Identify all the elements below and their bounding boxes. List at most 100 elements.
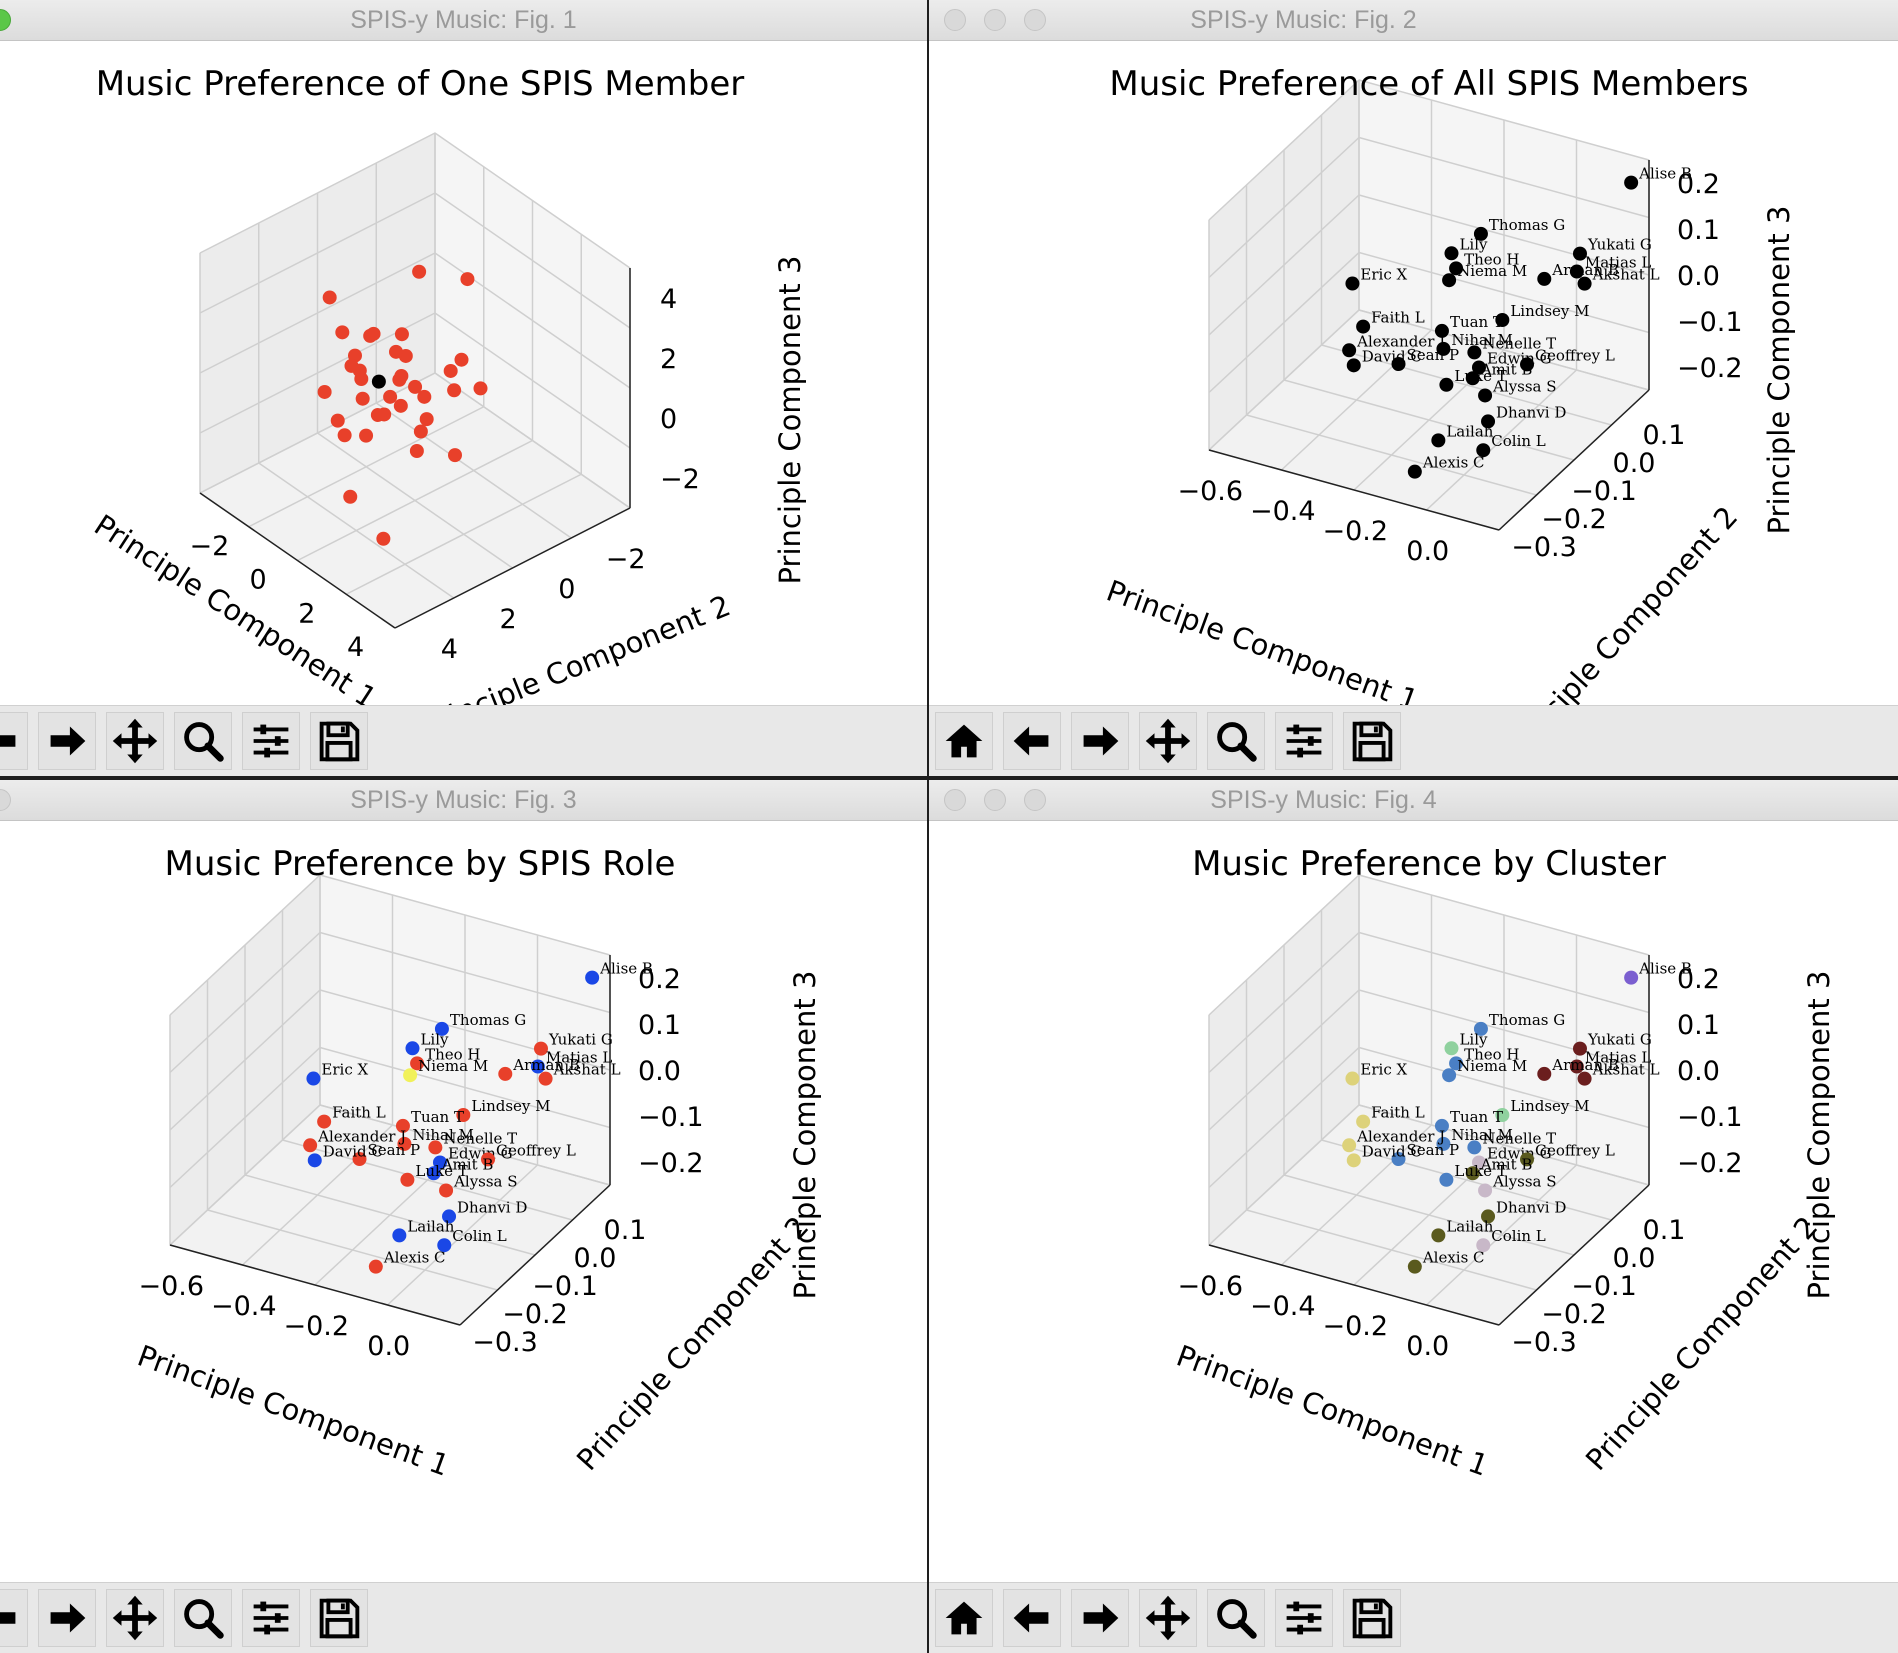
y-axis-line bbox=[1498, 389, 1650, 531]
forward-button[interactable] bbox=[38, 1589, 96, 1647]
zoom-button[interactable] bbox=[174, 1589, 232, 1647]
grid-lines bbox=[199, 132, 631, 629]
zoom-window-button[interactable] bbox=[0, 789, 11, 811]
point-label: Eric X bbox=[1360, 1061, 1407, 1079]
y-tick-label: 0.0 bbox=[574, 1243, 617, 1274]
configure-button[interactable] bbox=[242, 1589, 300, 1647]
plot-area[interactable]: −2 0 2 4 −2 0 2 4 4 2 0 −2 Principle Component 1 Prin… bbox=[0, 40, 927, 706]
point-label: Nihal M bbox=[1451, 331, 1512, 349]
data-point bbox=[1577, 276, 1592, 291]
scatter-3d-chart[interactable]: −0.6−0.4−0.20.00.10.0−0.1−0.2−0.30.20.10… bbox=[0, 820, 927, 1583]
pan-button[interactable] bbox=[106, 712, 164, 770]
pan-button[interactable] bbox=[1139, 1589, 1197, 1647]
home-button[interactable] bbox=[935, 712, 993, 770]
minimize-window-button[interactable] bbox=[984, 9, 1006, 31]
x-axis-line bbox=[1208, 449, 1500, 531]
minimize-window-button[interactable] bbox=[984, 789, 1006, 811]
data-point bbox=[1467, 345, 1482, 360]
configure-button[interactable] bbox=[1275, 1589, 1333, 1647]
data-point bbox=[394, 327, 409, 342]
back-button[interactable] bbox=[1003, 712, 1061, 770]
save-button[interactable] bbox=[1343, 712, 1401, 770]
point-label: Alexis C bbox=[1422, 454, 1485, 472]
window-titlebar[interactable]: SPIS-y Music: Fig. 2 bbox=[929, 0, 1898, 41]
scatter-3d-chart[interactable]: −0.6−0.4−0.20.00.10.0−0.1−0.2−0.30.20.10… bbox=[929, 40, 1898, 706]
back-button[interactable] bbox=[0, 712, 28, 770]
figure-window-1: SPIS-y Music: Fig. 1 −2 0 2 4 −2 0 2 4 4 2 0 −2 Prin… bbox=[0, 0, 927, 776]
data-point bbox=[343, 489, 358, 504]
z-tick-label: −0.1 bbox=[1677, 307, 1743, 338]
zoom-window-button[interactable] bbox=[1024, 789, 1046, 811]
y-axis-line bbox=[1498, 1184, 1650, 1326]
save-button[interactable] bbox=[310, 712, 368, 770]
data-point bbox=[442, 1209, 457, 1224]
y-tick-label: 0 bbox=[558, 574, 575, 605]
z-tick-label: 2 bbox=[660, 344, 677, 375]
zoom-button[interactable] bbox=[1207, 712, 1265, 770]
zoom-button[interactable] bbox=[174, 712, 232, 770]
point-label: Colin L bbox=[452, 1227, 507, 1245]
z-tick-label: 0.0 bbox=[1677, 261, 1720, 292]
x-tick-label: −0.6 bbox=[1177, 476, 1243, 507]
save-button[interactable] bbox=[1343, 1589, 1401, 1647]
configure-button[interactable] bbox=[242, 712, 300, 770]
home-button[interactable] bbox=[935, 1589, 993, 1647]
back-button[interactable] bbox=[1003, 1589, 1061, 1647]
forward-button[interactable] bbox=[1071, 1589, 1129, 1647]
pan-button[interactable] bbox=[106, 1589, 164, 1647]
data-point bbox=[1624, 175, 1639, 190]
data-point bbox=[400, 1172, 415, 1187]
grid-line bbox=[434, 192, 631, 329]
save-button[interactable] bbox=[310, 1589, 368, 1647]
data-point bbox=[1537, 1066, 1552, 1081]
plot-area[interactable]: −0.6 −0.4 −0.2 0.0 0.1 0.0 −0.1 −0.2 −0.3 0.2 0.1 0… bbox=[0, 820, 927, 1583]
plot-area[interactable]: −0.6 −0.4 −0.2 0.0 0.1 0.0 −0.1 −0.2 −0.3 0.2 0.1 0… bbox=[929, 40, 1898, 706]
y-tick-label: −0.2 bbox=[502, 1299, 568, 1330]
back-button[interactable] bbox=[0, 1589, 28, 1647]
data-point bbox=[443, 363, 458, 378]
window-titlebar[interactable]: SPIS-y Music: Fig. 3 bbox=[0, 780, 927, 821]
data-point bbox=[1444, 1041, 1459, 1056]
x-axis-label: Principle Component 1 bbox=[1102, 573, 1423, 706]
zoom-window-button[interactable] bbox=[0, 9, 11, 31]
configure-button[interactable] bbox=[1275, 712, 1333, 770]
point-label: Lailah bbox=[1446, 422, 1493, 440]
zoom-button[interactable] bbox=[1207, 1589, 1265, 1647]
forward-button[interactable] bbox=[38, 712, 96, 770]
data-point bbox=[1391, 357, 1406, 372]
zoom-window-button[interactable] bbox=[1024, 9, 1046, 31]
home-icon bbox=[945, 1601, 983, 1635]
point-label: Lailah bbox=[1446, 1217, 1493, 1235]
grid-line bbox=[317, 432, 513, 569]
point-label: Geoffrey L bbox=[1535, 1141, 1615, 1159]
grid-line bbox=[345, 473, 582, 595]
y-tick-label: 0.0 bbox=[1613, 1243, 1656, 1274]
forward-icon bbox=[1083, 1603, 1119, 1633]
forward-button[interactable] bbox=[1071, 712, 1129, 770]
data-point bbox=[1342, 343, 1357, 358]
point-label: Alexis C bbox=[1422, 1249, 1485, 1267]
pan-icon bbox=[112, 718, 158, 764]
point-label: David C bbox=[1362, 347, 1422, 365]
window-title: SPIS-y Music: Fig. 2 bbox=[1190, 6, 1417, 34]
data-point bbox=[1471, 1155, 1486, 1170]
close-window-button[interactable] bbox=[944, 9, 966, 31]
navigation-toolbar bbox=[929, 1582, 1898, 1653]
data-point bbox=[317, 384, 332, 399]
pan-button[interactable] bbox=[1139, 712, 1197, 770]
window-titlebar[interactable]: SPIS-y Music: Fig. 4 bbox=[929, 780, 1898, 821]
data-point bbox=[330, 413, 345, 428]
plot-area[interactable]: −0.6 −0.4 −0.2 0.0 0.1 0.0 −0.1 −0.2 −0.3 0.2 0.1 0… bbox=[929, 820, 1898, 1583]
z-axis-label: Principle Component 3 bbox=[773, 256, 807, 585]
data-point bbox=[363, 328, 378, 343]
z-tick-label: 4 bbox=[660, 284, 677, 315]
grid-line bbox=[1321, 344, 1612, 426]
scatter-3d-chart[interactable]: −0.6−0.4−0.20.00.10.0−0.1−0.2−0.30.20.10… bbox=[929, 820, 1898, 1583]
window-titlebar[interactable]: SPIS-y Music: Fig. 1 bbox=[0, 0, 927, 41]
save-icon bbox=[1352, 721, 1393, 762]
grid-line bbox=[1358, 309, 1650, 391]
data-point bbox=[456, 1108, 471, 1122]
close-window-button[interactable] bbox=[944, 789, 966, 811]
grid-line bbox=[169, 989, 321, 1131]
